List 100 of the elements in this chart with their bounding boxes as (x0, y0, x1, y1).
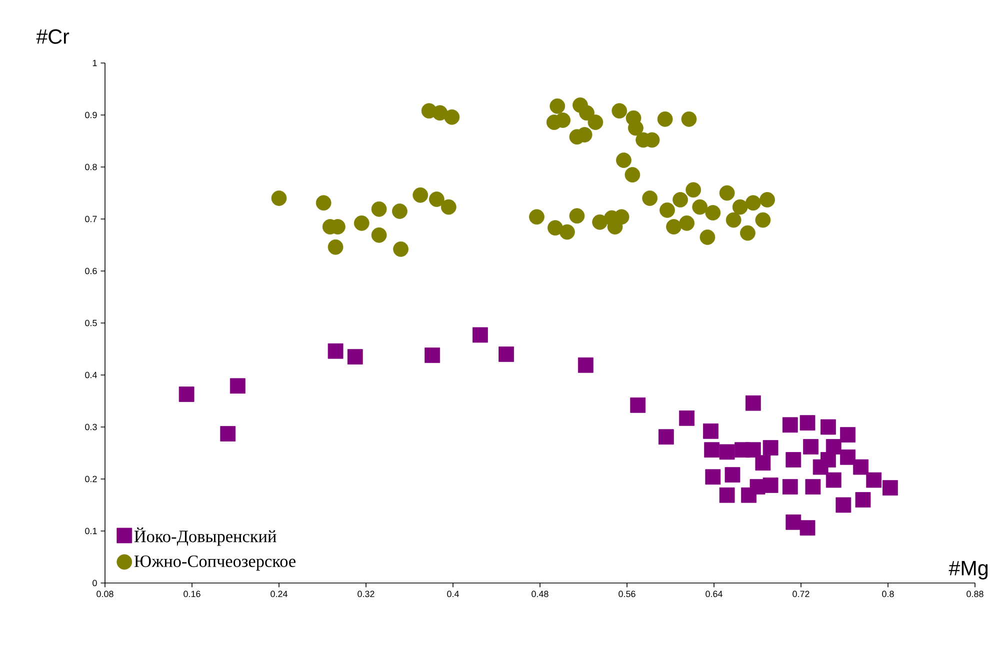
point (800, 415, 816, 431)
x-tick-label: 0.16 (184, 590, 200, 598)
x-tick-label: 0.24 (270, 590, 288, 598)
point (347, 349, 363, 364)
point (666, 219, 682, 234)
point (719, 185, 735, 201)
point (745, 195, 761, 211)
point (220, 426, 236, 442)
x-tick-label: 0.8 (882, 590, 894, 598)
point (672, 192, 688, 208)
point (745, 442, 761, 458)
point (614, 209, 630, 225)
point (569, 208, 585, 224)
legend-label: Йоко-Довыренский (134, 527, 276, 546)
point (555, 112, 571, 128)
point (686, 182, 702, 198)
y-tick-label: 0.1 (85, 528, 97, 534)
point (230, 378, 246, 394)
point (328, 239, 344, 255)
point (578, 357, 594, 373)
point (393, 241, 408, 257)
x-tick-label: 0.88 (966, 590, 984, 598)
point (432, 105, 448, 121)
point (681, 111, 697, 127)
x-tick-label: 0.4 (447, 590, 459, 598)
point (762, 440, 778, 456)
point (371, 201, 387, 217)
point (472, 327, 488, 343)
point (616, 152, 632, 168)
point (354, 215, 370, 231)
point (740, 225, 756, 241)
point (803, 439, 818, 454)
point (371, 227, 387, 243)
y-axis-title: #Cr (36, 29, 70, 44)
y-tick-label: 0.4 (85, 372, 97, 378)
point (579, 105, 594, 121)
point (576, 127, 592, 142)
y-tick-label: 0.2 (85, 476, 97, 482)
point (820, 452, 836, 468)
point (782, 417, 798, 433)
point (628, 120, 644, 136)
point (786, 514, 802, 530)
y-tick-label: 0 (92, 580, 97, 586)
x-tick-label: 0.72 (792, 590, 810, 598)
point (745, 395, 761, 411)
y-tick-label: 0.9 (85, 112, 97, 118)
x-tick-label: 0.08 (96, 590, 114, 598)
point (657, 111, 673, 127)
point (592, 214, 608, 230)
point (178, 386, 194, 402)
y-tick-label: 0.6 (85, 268, 97, 274)
point (630, 397, 646, 413)
point (703, 423, 718, 439)
point (642, 190, 658, 206)
y-tick-label: 0.7 (85, 216, 97, 222)
y-tick-label: 0.5 (85, 320, 97, 326)
point (855, 492, 871, 508)
point (271, 190, 287, 206)
point (705, 205, 721, 220)
point (550, 98, 566, 114)
point (782, 479, 798, 494)
point (392, 203, 408, 219)
y-tick-label: 0.3 (85, 424, 97, 430)
point (840, 449, 856, 465)
point (658, 429, 674, 445)
point (836, 497, 852, 513)
point (840, 427, 856, 442)
point (805, 479, 821, 494)
point (882, 480, 898, 496)
point (440, 199, 456, 215)
y-tick-label: 0.8 (85, 164, 97, 170)
x-tick-label: 0.32 (358, 590, 374, 598)
point (612, 103, 628, 119)
point (412, 187, 428, 203)
point (719, 487, 735, 503)
point (719, 444, 735, 460)
point (692, 199, 708, 215)
point (660, 202, 675, 218)
point (724, 467, 740, 483)
point (762, 478, 778, 493)
point (444, 109, 460, 125)
point (755, 455, 771, 471)
point (760, 192, 775, 208)
point (826, 472, 842, 488)
point (700, 229, 716, 245)
point (624, 167, 640, 182)
point (548, 220, 563, 236)
point (853, 459, 869, 475)
point (679, 410, 695, 426)
point (559, 224, 575, 240)
point (679, 215, 695, 231)
point (786, 452, 802, 468)
point (529, 209, 544, 225)
point (705, 469, 721, 485)
point (866, 472, 882, 488)
point (732, 199, 748, 215)
x-tick-label: 0.48 (532, 590, 548, 598)
point (588, 114, 604, 130)
point (820, 419, 836, 435)
point (826, 439, 842, 454)
